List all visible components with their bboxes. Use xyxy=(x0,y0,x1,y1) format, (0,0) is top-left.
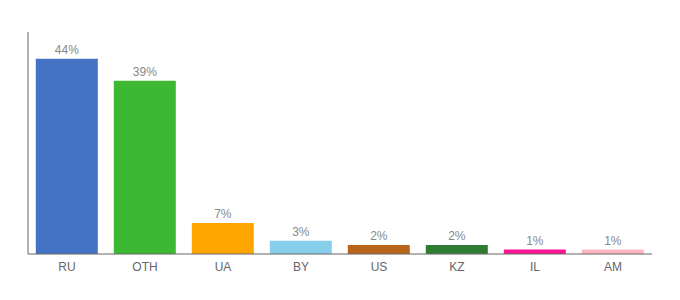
svg-text:2%: 2% xyxy=(370,229,388,243)
svg-text:7%: 7% xyxy=(214,207,232,221)
svg-text:1%: 1% xyxy=(526,234,544,248)
svg-text:AM: AM xyxy=(604,260,622,274)
svg-text:1%: 1% xyxy=(604,234,622,248)
svg-text:BY: BY xyxy=(293,260,309,274)
svg-text:OTH: OTH xyxy=(132,260,157,274)
svg-text:39%: 39% xyxy=(133,65,157,79)
svg-text:IL: IL xyxy=(530,260,540,274)
svg-text:RU: RU xyxy=(58,260,75,274)
svg-text:44%: 44% xyxy=(55,43,79,57)
svg-text:KZ: KZ xyxy=(449,260,464,274)
svg-text:UA: UA xyxy=(215,260,232,274)
svg-text:3%: 3% xyxy=(292,225,310,239)
svg-text:US: US xyxy=(371,260,388,274)
svg-text:2%: 2% xyxy=(448,229,466,243)
